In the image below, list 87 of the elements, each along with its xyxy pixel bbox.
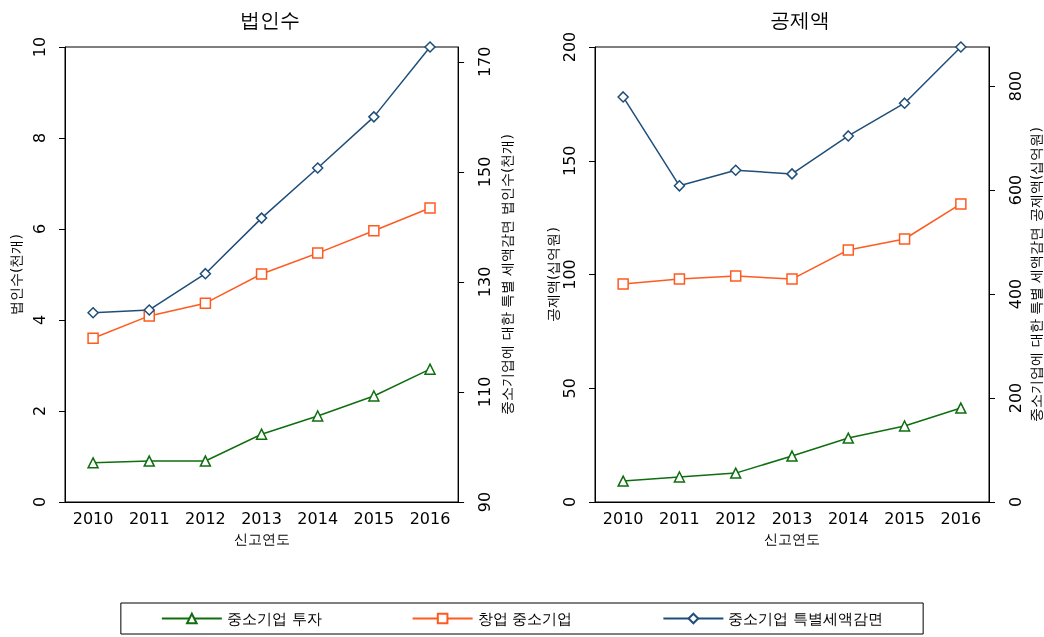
x-tick-label: 2016 [940, 508, 982, 528]
point [729, 164, 742, 176]
point [955, 402, 967, 414]
x-tick-label: 2010 [72, 508, 114, 528]
y-tick-label: 8 [29, 132, 49, 144]
y2-axis-title: 중소기업에 대한 특별 세액감면 법인수(천개) [499, 134, 515, 415]
point [617, 278, 629, 290]
point [87, 332, 99, 344]
x-tick-label: 2012 [715, 508, 757, 528]
point [842, 244, 855, 256]
x-tick-label: 2011 [659, 508, 700, 528]
y2-tick-label: 90 [474, 491, 494, 513]
y-tick-label: 4 [29, 314, 49, 326]
y-axis-title: 공제액(십억원) [545, 227, 561, 322]
point [898, 97, 911, 109]
legend-label: 창업 중소기업 [477, 609, 573, 628]
point [842, 432, 855, 444]
point [424, 363, 436, 375]
chart-title: 공제액 [770, 8, 830, 32]
x-axis-title: 신고연도 [764, 531, 820, 547]
point [255, 212, 268, 224]
point [955, 41, 967, 53]
x-tick-label: 2012 [185, 508, 226, 528]
y2-tick-label: 600 [1005, 174, 1025, 206]
x-tick-label: 2014 [297, 508, 339, 528]
point [311, 162, 324, 174]
point [729, 467, 742, 479]
point [786, 168, 798, 180]
point [673, 180, 686, 192]
point [143, 455, 155, 467]
point [842, 130, 855, 142]
x-tick-label: 2015 [884, 508, 925, 528]
y2-axis-title: 중소기업에 대한 특별 세액감면 공제액(십억원) [1028, 127, 1044, 422]
x-tick-label: 2011 [128, 508, 170, 528]
y-tick-label: 6 [29, 223, 49, 235]
y-tick-label: 0 [29, 496, 49, 508]
point [424, 202, 436, 214]
point [368, 390, 380, 402]
legend-label: 중소기업 투자 [226, 609, 322, 628]
point [898, 420, 911, 432]
chart-title: 법인수 [240, 8, 300, 32]
y-tick-label: 2 [29, 405, 49, 417]
y2-tick-label: 200 [1005, 382, 1025, 414]
point [199, 297, 212, 309]
y-tick-label: 100 [559, 259, 579, 290]
point [617, 91, 629, 103]
point [368, 225, 380, 237]
point [87, 457, 99, 469]
point [786, 450, 798, 462]
point [424, 41, 436, 53]
point [311, 247, 324, 259]
y-tick-label: 10 [29, 36, 49, 58]
y2-tick-label: 0 [1005, 496, 1025, 508]
x-tick-label: 2013 [771, 508, 813, 528]
point [955, 198, 967, 210]
y-tick-label: 150 [559, 145, 579, 177]
y2-tick-label: 130 [474, 266, 494, 298]
y2-tick-label: 170 [474, 46, 494, 78]
y2-tick-label: 800 [1005, 70, 1025, 102]
point [255, 268, 268, 280]
point [199, 267, 212, 280]
point [673, 273, 686, 285]
y2-tick-label: 400 [1005, 278, 1025, 310]
x-tick-label: 2010 [602, 508, 644, 528]
point [898, 233, 911, 245]
y2-tick-label: 150 [474, 156, 494, 188]
y-tick-label: 200 [559, 31, 579, 63]
y-tick-label: 0 [559, 496, 579, 508]
x-tick-label: 2015 [353, 508, 395, 528]
x-tick-label: 2016 [409, 508, 451, 528]
point [729, 270, 742, 282]
point [617, 475, 629, 487]
point [199, 455, 212, 467]
point [311, 410, 324, 422]
legend-label: 중소기업 특별세액감면 [728, 609, 884, 628]
point [673, 471, 686, 483]
x-tick-label: 2013 [241, 508, 282, 528]
point [255, 428, 268, 440]
x-axis-title: 신고연도 [233, 531, 290, 547]
y-axis-title: 법인수(천개) [8, 234, 25, 315]
y2-tick-label: 110 [474, 376, 494, 408]
point [368, 111, 380, 123]
point [143, 304, 155, 316]
point [87, 306, 99, 319]
point [786, 273, 798, 285]
y-tick-label: 50 [559, 378, 579, 399]
x-tick-label: 2014 [827, 508, 869, 528]
